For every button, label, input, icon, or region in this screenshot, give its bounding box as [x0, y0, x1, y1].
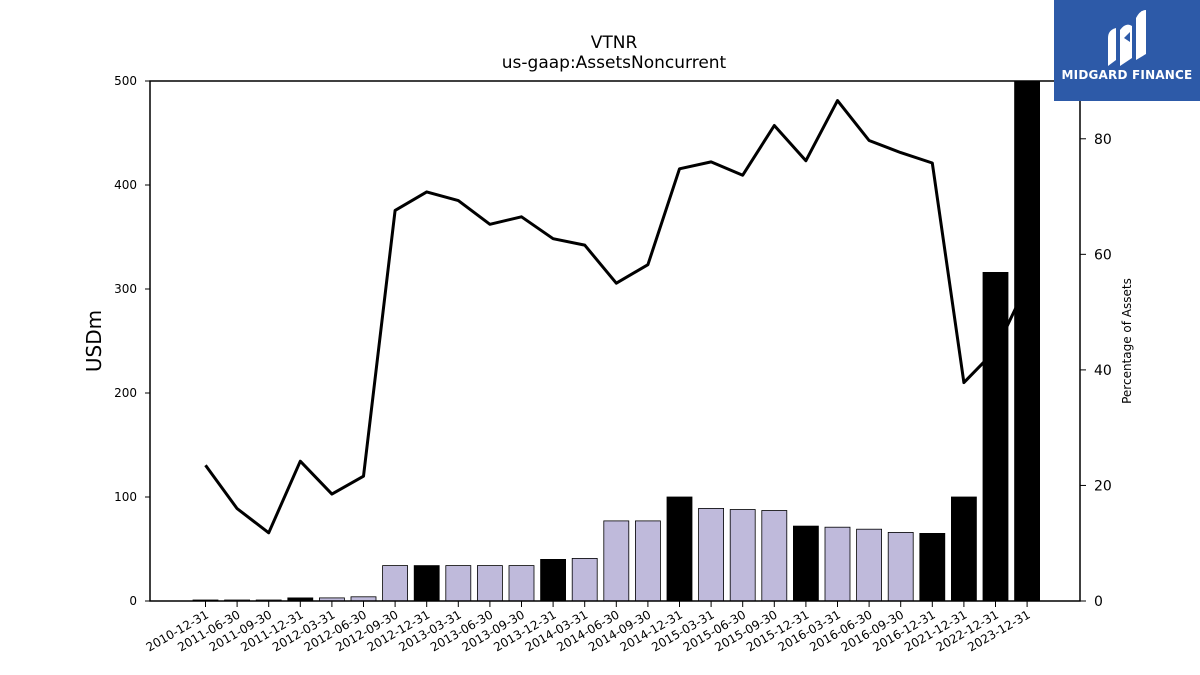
bar: [856, 528, 882, 602]
percentage-line: [204, 99, 1029, 535]
logo-text: MIDGARD FINANCE: [1061, 68, 1193, 82]
bar: [603, 520, 630, 602]
bar: [476, 565, 503, 602]
bar: [635, 520, 661, 602]
bar: [698, 507, 724, 602]
right-y-tick-label: 20: [1094, 478, 1112, 494]
x-axis: 2010-12-312011-06-302011-09-302011-12-31…: [144, 601, 1033, 654]
right-y-tick-label: 80: [1094, 132, 1112, 148]
bar: [571, 558, 598, 602]
left-y-axis-label: USDm: [82, 310, 106, 372]
bar: [761, 510, 788, 602]
left-y-tick-label: 400: [114, 178, 137, 192]
plot-frame: [149, 80, 1081, 602]
left-y-tick-label: 0: [129, 594, 137, 608]
bar: [824, 526, 851, 602]
bar: [666, 496, 693, 602]
right-y-axis-label: Percentage of Assets: [1120, 278, 1134, 404]
chart-subtitle: us-gaap:AssetsNoncurrent: [502, 53, 727, 73]
left-y-tick-label: 500: [114, 74, 137, 88]
bar: [540, 559, 566, 602]
bar: [413, 565, 440, 602]
bar: [1014, 80, 1040, 602]
bar: [382, 565, 409, 602]
midgard-logo-icon: [1108, 10, 1146, 67]
right-y-axis: 0 20 40 60 80: [1080, 132, 1112, 610]
bar: [982, 271, 1009, 602]
bar: [887, 532, 914, 602]
bar: [445, 565, 472, 602]
midgard-finance-logo: MIDGARD FINANCE: [1054, 0, 1200, 101]
bar: [508, 565, 535, 602]
bar: [951, 496, 977, 602]
bar: [793, 525, 819, 602]
left-y-tick-label: 200: [114, 386, 137, 400]
bar: [729, 509, 756, 602]
bar-series: [192, 80, 1040, 602]
left-y-axis: 0 100 200 300 400 500: [114, 74, 150, 608]
left-y-tick-label: 100: [114, 490, 137, 504]
chart-title: VTNR: [591, 33, 638, 53]
bar: [919, 533, 946, 602]
right-y-tick-label: 40: [1094, 363, 1112, 379]
right-y-tick-label: 60: [1094, 247, 1112, 263]
right-y-tick-label: 0: [1094, 594, 1103, 610]
line-series: [204, 99, 1029, 535]
left-y-tick-label: 300: [114, 282, 137, 296]
